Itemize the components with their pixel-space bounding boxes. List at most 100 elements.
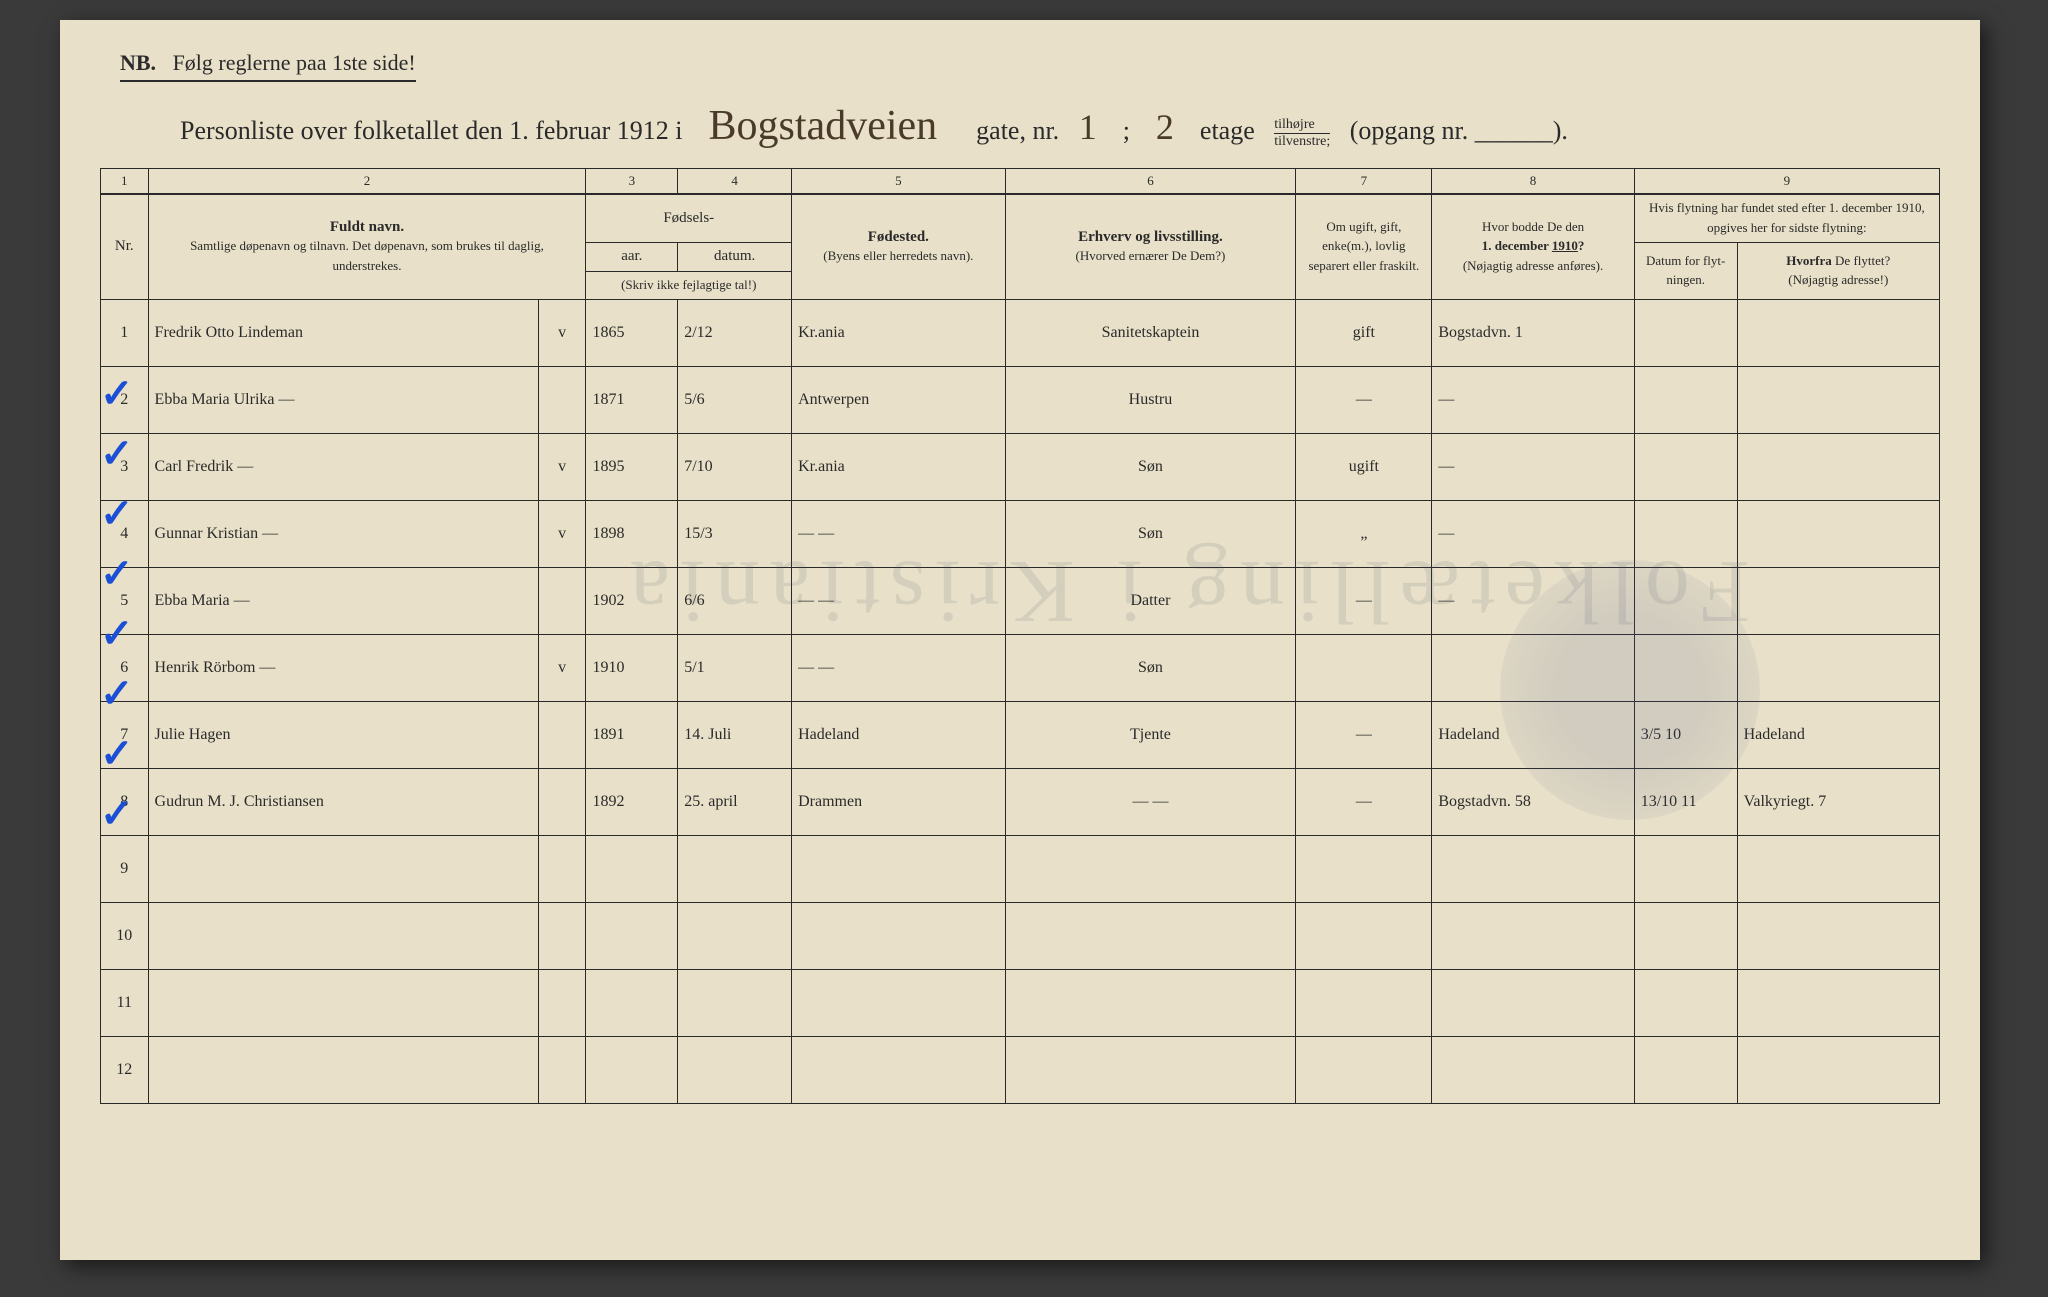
table-row: 10 [101, 903, 1940, 970]
cell-occ [1005, 903, 1296, 970]
cell-name: Ebba Maria Ulrika — [148, 367, 538, 434]
cell-v [538, 903, 586, 970]
cell-year: 1902 [586, 568, 678, 635]
cell-year [586, 903, 678, 970]
cell-date [678, 970, 792, 1037]
cell-mfrom: Hadeland [1737, 702, 1939, 769]
cell-marital [1296, 836, 1432, 903]
cell-v: v [538, 635, 586, 702]
cell-mfrom [1737, 903, 1939, 970]
check-mark-icon: ✓ [100, 610, 134, 657]
cell-name: Gunnar Kristian — [148, 501, 538, 568]
cell-mfrom [1737, 836, 1939, 903]
cell-marital [1296, 970, 1432, 1037]
semicolon: ; [1123, 116, 1130, 145]
table-row: 2Ebba Maria Ulrika —18715/6AntwerpenHust… [101, 367, 1940, 434]
cell-place [792, 970, 1005, 1037]
opgang-label: (opgang nr. ______). [1350, 116, 1568, 145]
cell-place: Kr.ania [792, 434, 1005, 501]
cell-year [586, 1037, 678, 1104]
cell-place [792, 1037, 1005, 1104]
table-row: 9 [101, 836, 1940, 903]
header-row-1: Nr. Fuldt navn. Samtlige døpenavn og til… [101, 194, 1940, 243]
cell-mfrom [1737, 434, 1939, 501]
cell-v [538, 769, 586, 836]
cell-mdate [1634, 970, 1737, 1037]
col-birth-year: aar. [586, 243, 678, 272]
table-row: 11 [101, 970, 1940, 1037]
cell-v [538, 1037, 586, 1104]
cell-place: Antwerpen [792, 367, 1005, 434]
cell-date [678, 903, 792, 970]
cell-mdate [1634, 367, 1737, 434]
nb-text: Følg reglerne paa 1ste side! [173, 50, 416, 75]
street-handwritten: Bogstadveien [709, 102, 938, 150]
cell-v: v [538, 434, 586, 501]
cell-v [538, 970, 586, 1037]
cell-name [148, 903, 538, 970]
cell-year: 1871 [586, 367, 678, 434]
cell-occ [1005, 970, 1296, 1037]
cell-v: v [538, 300, 586, 367]
check-mark-icon: ✓ [100, 370, 134, 417]
check-mark-icon: ✓ [100, 670, 134, 717]
cell-addr: — [1432, 434, 1634, 501]
cell-mfrom [1737, 367, 1939, 434]
stamp-mark [1500, 560, 1760, 820]
row-nr: 10 [101, 903, 149, 970]
cell-place [792, 836, 1005, 903]
cell-name [148, 970, 538, 1037]
cell-place: Kr.ania [792, 300, 1005, 367]
col-nr: Nr. [101, 194, 149, 300]
cell-year: 1910 [586, 635, 678, 702]
cell-marital: — [1296, 568, 1432, 635]
cell-v [538, 836, 586, 903]
col-birth-note: (Skriv ikke fejlagtige tal!) [586, 271, 792, 300]
cell-name: Carl Fredrik — [148, 434, 538, 501]
cell-occ: Søn [1005, 635, 1296, 702]
row-nr: 1 [101, 300, 149, 367]
cell-mdate [1634, 434, 1737, 501]
cell-mfrom [1737, 568, 1939, 635]
cell-year: 1898 [586, 501, 678, 568]
gate-label: gate, nr. [976, 116, 1059, 145]
cell-v [538, 702, 586, 769]
cell-marital: ugift [1296, 434, 1432, 501]
gate-nr-handwritten: 1 [1079, 106, 1097, 148]
cell-date [678, 836, 792, 903]
cell-marital: — [1296, 769, 1432, 836]
cell-marital: gift [1296, 300, 1432, 367]
cell-addr [1432, 903, 1634, 970]
cell-addr: Bogstadvn. 1 [1432, 300, 1634, 367]
row-nr: 12 [101, 1037, 149, 1104]
cell-mfrom [1737, 1037, 1939, 1104]
cell-date: 25. april [678, 769, 792, 836]
cell-place: Hadeland [792, 702, 1005, 769]
col-move-from: Hvorfra De flyttet?(Nøjagtig adresse!) [1737, 243, 1939, 300]
census-page: Folketælling i Kristiania NB. Følg regle… [60, 20, 1980, 1260]
cell-date: 15/3 [678, 501, 792, 568]
nb-notice: NB. Følg reglerne paa 1ste side! [120, 50, 416, 82]
cell-marital [1296, 635, 1432, 702]
cell-v: v [538, 501, 586, 568]
cell-mdate [1634, 903, 1737, 970]
nb-prefix: NB. [120, 50, 156, 75]
cell-v [538, 367, 586, 434]
cell-mdate [1634, 501, 1737, 568]
cell-year [586, 836, 678, 903]
cell-place: — — [792, 635, 1005, 702]
etage-handwritten: 2 [1156, 106, 1174, 148]
cell-occ: Hustru [1005, 367, 1296, 434]
cell-marital: — [1296, 367, 1432, 434]
cell-marital [1296, 1037, 1432, 1104]
cell-date: 6/6 [678, 568, 792, 635]
cell-occ: Søn [1005, 434, 1296, 501]
cell-addr [1432, 1037, 1634, 1104]
cell-mfrom [1737, 501, 1939, 568]
cell-addr: — [1432, 501, 1634, 568]
cell-mfrom: Valkyriegt. 7 [1737, 769, 1939, 836]
cell-occ: Sanitetskaptein [1005, 300, 1296, 367]
cell-v [538, 568, 586, 635]
cell-year: 1891 [586, 702, 678, 769]
column-number-row: 1 2 3 4 5 6 7 8 9 [101, 169, 1940, 195]
